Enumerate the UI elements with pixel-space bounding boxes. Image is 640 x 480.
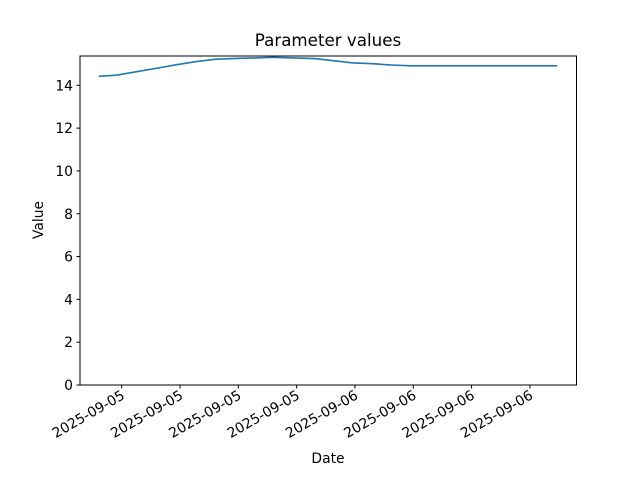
y-tick-label: 8 (64, 207, 73, 223)
y-tick-label: 10 (55, 164, 73, 180)
x-axis-label: Date (311, 451, 344, 467)
y-axis-ticks: 0 2 4 6 8 10 12 14 (55, 78, 80, 394)
chart-title: Parameter values (255, 30, 401, 50)
y-tick-label: 4 (64, 292, 73, 308)
data-line-series (98, 56, 558, 78)
y-tick-label: 12 (55, 121, 73, 137)
y-axis-label: Value (31, 201, 47, 239)
y-tick-label: 6 (64, 250, 73, 266)
y-tick-label: 2 (64, 335, 73, 351)
x-axis-ticks: 2025-09-052025-09-052025-09-052025-09-05… (50, 385, 536, 442)
y-tick-label: 0 (64, 378, 73, 394)
plot-area-border (79, 55, 577, 386)
y-tick-label: 14 (55, 78, 73, 94)
